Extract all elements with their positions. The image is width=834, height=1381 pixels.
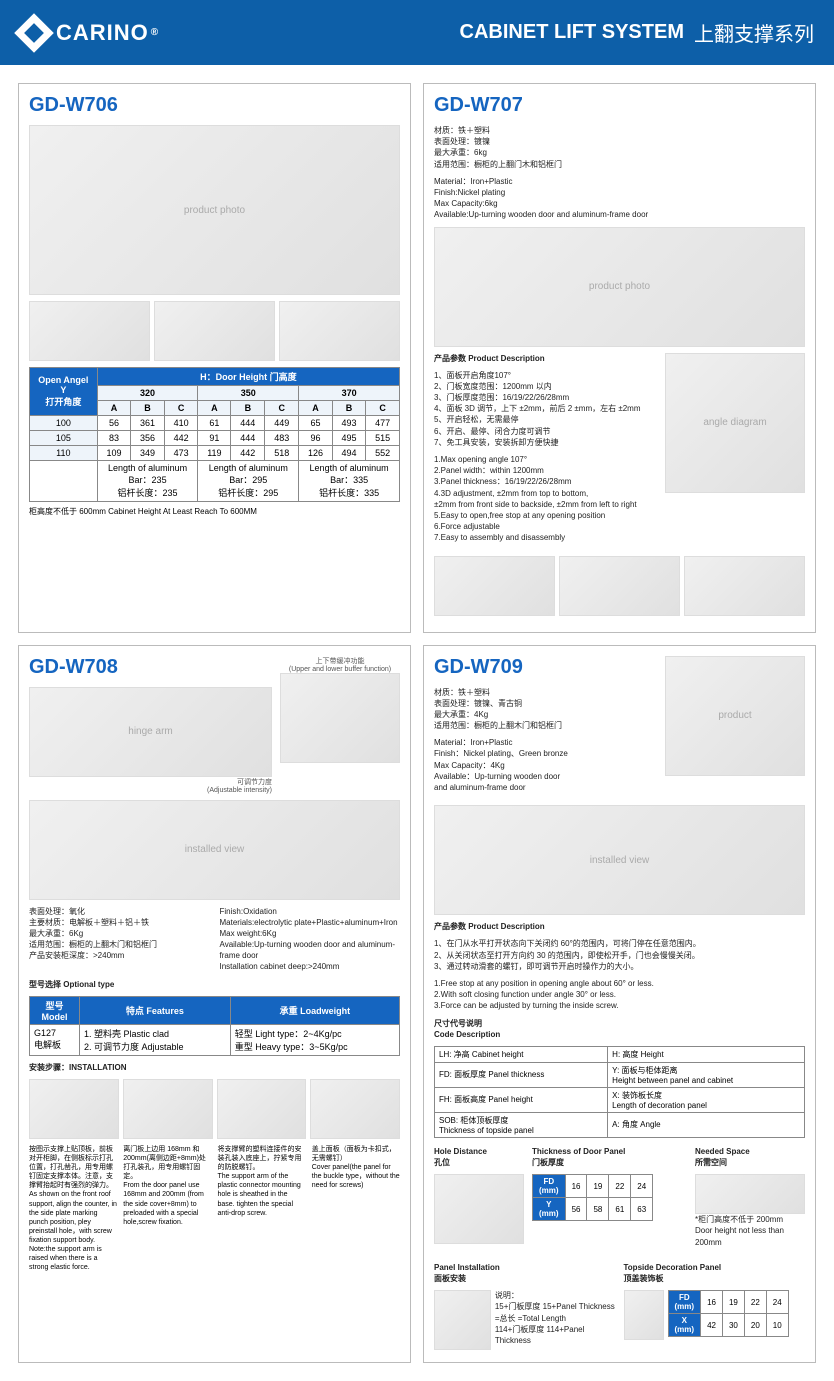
- model-title: GD-W707: [434, 94, 805, 117]
- desc-title: 产品参数 Product Description: [434, 921, 805, 932]
- product-image: [280, 673, 400, 763]
- topside-diagram: [624, 1290, 664, 1340]
- specs-en: Material：Iron+Plastic Finish:Nickel plat…: [434, 176, 805, 221]
- brand-logo: CARINO®: [20, 19, 159, 47]
- panel-install-label: Panel Installation 面板安装: [434, 1262, 616, 1284]
- panel-diagram: [434, 1290, 491, 1350]
- install-image: installed view: [434, 805, 805, 915]
- model-title: GD-W709: [434, 656, 657, 679]
- diagram-image: [434, 556, 555, 616]
- caption: 上下带缓冲功能 (Upper and lower buffer function…: [280, 656, 400, 673]
- specs-cn: 材质：铁＋塑料 表面处理：镀镍 最大承重：6kg 适用范围：橱柜的上翻门木和铝框…: [434, 125, 805, 170]
- diagram-image: [29, 301, 150, 361]
- angle-diagram: angle diagram: [665, 353, 805, 493]
- install-steps: 按图示支撑上贴顶板，前板对开柜脚，在侧板标示打孔位置，打孔凿孔，用专用螺钉固定支…: [29, 1145, 400, 1272]
- topside-table: FD (mm)16192224X (mm)42302010: [668, 1290, 789, 1337]
- logo-icon: [14, 13, 54, 53]
- desc-en: 1.Max opening angle 107° 2.Panel width：w…: [434, 454, 659, 544]
- desc-cn: 1、在门从水平打开状态向下关闭约 60°的范围内，可将门停在任意范围内。 2、从…: [434, 938, 805, 972]
- diagram-row: [434, 556, 805, 616]
- diagram-image: [154, 301, 275, 361]
- step-image: [29, 1079, 119, 1139]
- install-images: [29, 1079, 400, 1139]
- product-image: product: [665, 656, 805, 776]
- step-image: [217, 1079, 307, 1139]
- hole-label: Hole Distance 孔位: [434, 1146, 524, 1168]
- specs-en: Material：Iron+Plastic Finish：Nickel plat…: [434, 737, 657, 793]
- note-text: 柜高度不低于 600mm Cabinet Height At Least Rea…: [29, 506, 400, 517]
- model-title: GD-W708: [29, 656, 272, 679]
- needed-label: Needed Space 所需空间: [695, 1146, 805, 1168]
- panel-w707: GD-W707 材质：铁＋塑料 表面处理：镀镍 最大承重：6kg 适用范围：橱柜…: [423, 83, 816, 633]
- opt-label: 型号选择 Optional type: [29, 979, 400, 990]
- desc-en: 1.Free stop at any position in opening a…: [434, 978, 805, 1012]
- specs-cn: 表面处理：氧化 主要材质：电解板＋塑料＋铝＋铁 最大承重：6Kg 适用范围：橱柜…: [29, 906, 210, 973]
- desc-title: 产品参数 Product Description: [434, 353, 659, 364]
- install-image: installed view: [29, 800, 400, 900]
- header: CARINO® CABINET LIFT SYSTEM 上翻支撑系列: [0, 0, 834, 65]
- option-table: 型号 Model特点 Features承重 Loadweight G127 电解…: [29, 996, 400, 1056]
- step-image: [310, 1079, 400, 1139]
- install-label: 安装步骤：INSTALLATION: [29, 1062, 400, 1073]
- brand-name: CARINO: [56, 20, 149, 46]
- thick-label: Thickness of Door Panel 门板厚度: [532, 1146, 687, 1168]
- panel-install-text: 说明： 15+门板厚度 15+Panel Thickness =总长 =Tota…: [495, 1290, 616, 1346]
- diagram-image: [559, 556, 680, 616]
- topside-label: Topside Decoration Panel 顶盖装饰板: [624, 1262, 806, 1284]
- needed-diagram: [695, 1174, 805, 1214]
- needed-note: *柜门高度不低于 200mm Door height not less than…: [695, 1214, 805, 1248]
- hole-diagram: [434, 1174, 524, 1244]
- product-image: product photo: [29, 125, 400, 295]
- specs-cn: 材质：铁＋塑料 表面处理：镀镍、青古铜 最大承重：4Kg 适用范围：橱柜的上翻木…: [434, 687, 657, 732]
- diagram-image: [279, 301, 400, 361]
- desc-cn: 1、面板开启角度107° 2、门板宽度范围：1200mm 以内 3、门板厚度范围…: [434, 370, 659, 448]
- specs-en: Finish:Oxidation Materials:electrolytic …: [220, 906, 401, 973]
- panel-w708: GD-W708 hinge arm 可调节力度 (Adjustable inte…: [18, 645, 411, 1364]
- panel-w709: GD-W709 材质：铁＋塑料 表面处理：镀镍、青古铜 最大承重：4Kg 适用范…: [423, 645, 816, 1364]
- page-title: CABINET LIFT SYSTEM 上翻支撑系列: [460, 18, 814, 47]
- model-title: GD-W706: [29, 94, 400, 117]
- panel-w706: GD-W706 product photo Open Angel Y 打开角度 …: [18, 83, 411, 633]
- step-image: [123, 1079, 213, 1139]
- thickness-table: FD (mm)16192224Y (mm)56586163: [532, 1174, 653, 1221]
- product-image: product photo: [434, 227, 805, 347]
- code-title: 尺寸代号说明 Code Description: [434, 1018, 805, 1040]
- diagram-row: [29, 301, 400, 361]
- code-table: LH: 净高 Cabinet heightH: 高度 HeightFD: 面板厚…: [434, 1046, 805, 1138]
- spec-table: Open Angel Y 打开角度 H：Door Height 门高度 3203…: [29, 367, 400, 502]
- caption: 可调节力度 (Adjustable intensity): [29, 777, 272, 794]
- diagram-image: [684, 556, 805, 616]
- product-image: hinge arm: [29, 687, 272, 777]
